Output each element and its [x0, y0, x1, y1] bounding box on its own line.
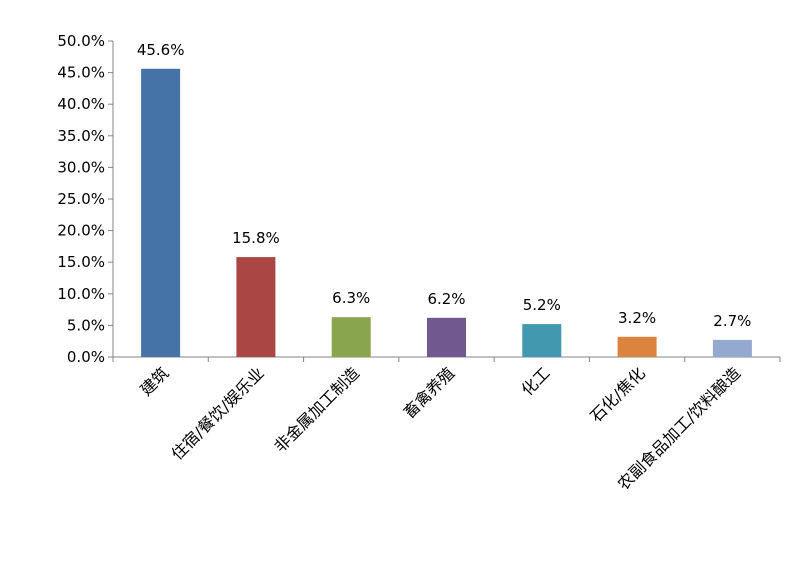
bar-4	[427, 317, 466, 357]
bar-3	[331, 317, 371, 357]
category-label: 畜禽养殖	[400, 363, 459, 422]
y-tick-label: 40.0%	[57, 95, 105, 113]
data-label: 3.2%	[618, 309, 656, 327]
bar-7	[712, 339, 752, 357]
bars	[141, 68, 752, 358]
data-label: 15.8%	[232, 229, 280, 247]
data-label: 2.7%	[713, 312, 751, 330]
category-label: 非金属加工制造	[270, 363, 363, 456]
category-label: 化工	[518, 363, 554, 399]
category-label: 住宿/餐饮/娱乐业	[167, 363, 267, 463]
bar-6	[617, 336, 657, 357]
data-labels: 45.6% 15.8% 6.3% 6.2% 5.2% 3.2% 2.7%	[137, 41, 752, 330]
y-tick-label: 50.0%	[57, 32, 105, 50]
bar-2	[236, 257, 276, 357]
y-tick-label: 35.0%	[57, 127, 105, 145]
data-label: 6.3%	[332, 289, 370, 307]
y-axis: 0.0% 5.0% 10.0% 15.0% 20.0% 25.0% 30.0% 35.0% 40…	[57, 32, 114, 366]
data-label: 5.2%	[523, 296, 561, 314]
bar-1	[141, 68, 181, 358]
y-tick-label: 15.0%	[57, 253, 105, 271]
category-label: 建筑	[136, 363, 172, 399]
y-tick-label: 0.0%	[67, 348, 105, 366]
x-axis	[112, 356, 781, 362]
bar-5	[522, 324, 562, 357]
y-tick-label: 25.0%	[57, 190, 105, 208]
y-tick-label: 20.0%	[57, 222, 105, 240]
data-label: 45.6%	[137, 41, 185, 59]
y-tick-label: 5.0%	[67, 316, 105, 334]
y-tick-label: 10.0%	[57, 285, 105, 303]
y-tick-label: 45.0%	[57, 64, 105, 82]
y-tick-label: 30.0%	[57, 158, 105, 176]
data-label: 6.2%	[427, 290, 465, 308]
category-label: 石化/焦化	[586, 363, 649, 426]
